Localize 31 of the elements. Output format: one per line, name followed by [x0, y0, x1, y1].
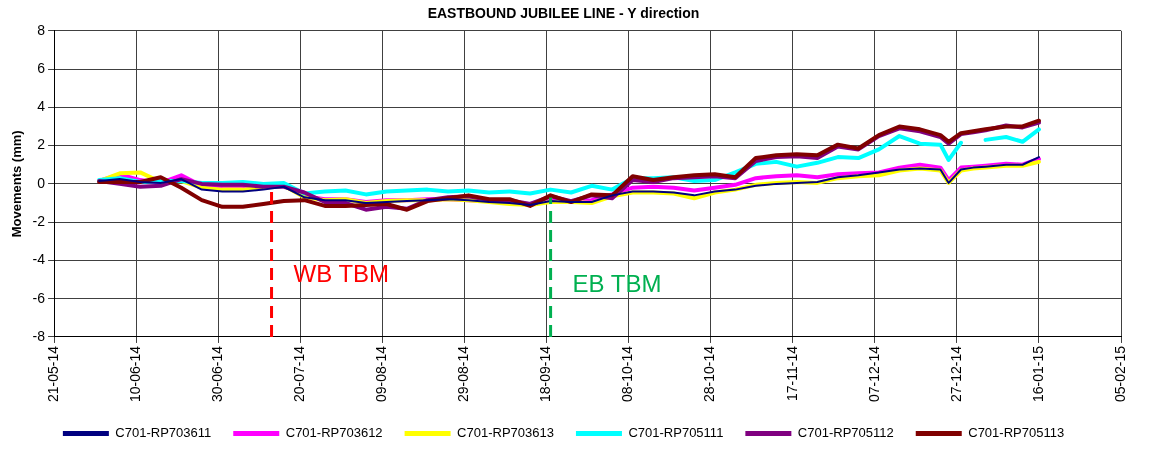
x-tick-label: 27-12-14 — [947, 345, 964, 403]
y-tick-label: 8 — [37, 21, 46, 38]
y-tick-label: -8 — [32, 327, 46, 344]
x-tick-label: 18-09-14 — [537, 345, 554, 403]
y-tick-label: 2 — [37, 136, 46, 153]
legend-label: C701-RP703611 — [115, 425, 212, 441]
legend-label: C701-RP703612 — [285, 425, 383, 441]
x-tick-label: 30-06-14 — [209, 345, 226, 403]
y-axis-title: Movements (mm) — [9, 130, 25, 238]
x-tick-label: 08-10-14 — [619, 345, 636, 403]
legend-label: C701-RP705112 — [797, 425, 894, 441]
x-tick-label: 05-02-15 — [1111, 345, 1128, 403]
x-tick-label: 07-12-14 — [865, 345, 882, 403]
y-tick-label: -2 — [32, 213, 46, 230]
y-tick-label: 4 — [37, 98, 46, 115]
x-tick-label: 09-08-14 — [373, 345, 390, 403]
y-tick-label: -4 — [32, 251, 46, 268]
legend-label: C701-RP705111 — [628, 425, 724, 441]
y-tick-label: -6 — [32, 289, 46, 306]
x-tick-label: 20-07-14 — [291, 345, 308, 403]
chart-title: EASTBOUND JUBILEE LINE - Y direction — [427, 5, 700, 22]
x-tick-label: 17-11-14 — [783, 345, 800, 401]
x-tick-label: 10-06-14 — [126, 345, 143, 403]
x-tick-label: 29-08-14 — [455, 345, 472, 403]
x-tick-label: 21-05-14 — [44, 345, 61, 403]
y-tick-label: 0 — [37, 174, 46, 191]
x-tick-label: 16-01-15 — [1029, 345, 1046, 403]
legend-label: C701-RP703613 — [457, 425, 554, 441]
legend-label: C701-RP705113 — [968, 425, 1065, 441]
y-tick-label: 6 — [37, 59, 46, 76]
x-tick-label: 28-10-14 — [701, 345, 718, 403]
